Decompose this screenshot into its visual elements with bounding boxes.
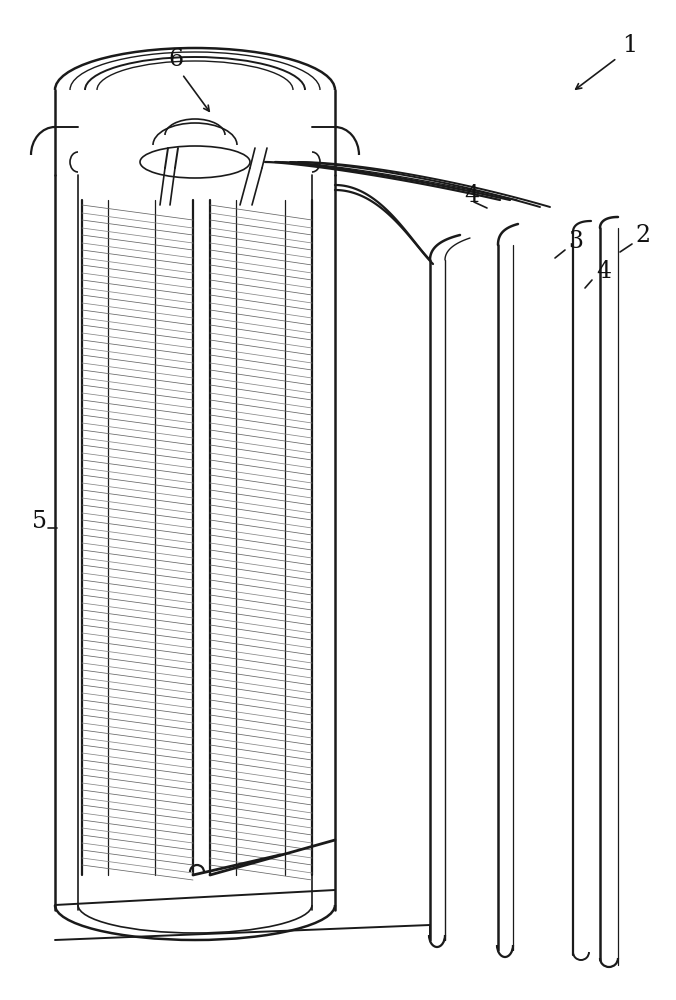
Text: 6: 6 (168, 48, 183, 71)
Text: 4: 4 (596, 260, 611, 283)
Text: 3: 3 (568, 230, 583, 253)
Text: 4: 4 (464, 184, 479, 207)
Text: 2: 2 (635, 224, 650, 247)
Text: 1: 1 (622, 34, 637, 57)
Text: 5: 5 (32, 510, 47, 533)
